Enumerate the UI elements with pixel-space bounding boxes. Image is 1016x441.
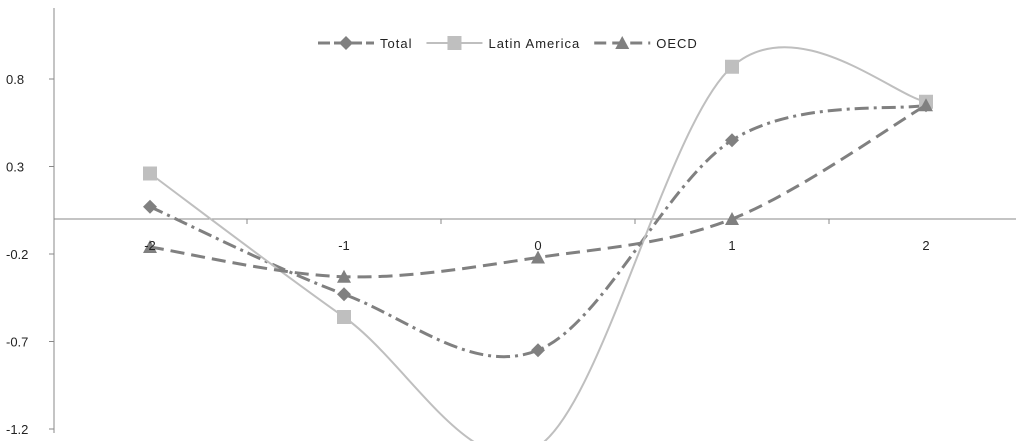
series-latin-america (143, 46, 933, 441)
legend-label-total: Total (380, 36, 412, 51)
series-latin-america-marker (725, 59, 739, 74)
y-axis-labels: 0.8 0.3 -0.2 -0.7 -1.2 (6, 72, 28, 437)
legend-latin-america-marker (447, 36, 462, 50)
y-tick-label: 0.3 (6, 160, 24, 175)
x-tick-label: 2 (922, 238, 929, 253)
series-total (143, 98, 933, 359)
legend-item-total: Total (318, 36, 412, 51)
series-oecd (143, 98, 933, 283)
series-lines (143, 46, 933, 441)
x-axis-labels: -2 -1 0 1 2 (144, 238, 929, 253)
series-line-total (149, 103, 927, 359)
series-total-marker (143, 199, 157, 214)
y-tick-label: -1.2 (6, 422, 28, 437)
series-oecd-marker (919, 98, 933, 112)
legend-item-oecd: OECD (594, 36, 698, 51)
legend-item-latin-america: Latin America (426, 36, 580, 51)
series-oecd-marker (531, 250, 545, 264)
y-tick-label: -0.7 (6, 335, 28, 350)
legend: Total Latin America OECD (318, 36, 698, 51)
series-line-latin-america (149, 46, 927, 441)
x-tick-label: 0 (534, 238, 541, 253)
y-axis-ticks (49, 78, 54, 430)
x-tick-label: -1 (338, 238, 350, 253)
legend-total-marker (339, 36, 353, 50)
y-tick-label: 0.8 (6, 72, 24, 87)
y-tick-label: -0.2 (6, 247, 28, 262)
legend-label-latin-america: Latin America (488, 36, 580, 51)
series-oecd-marker (143, 240, 157, 253)
series-total-marker (725, 133, 739, 148)
x-axis-ticks (246, 219, 830, 224)
legend-label-oecd: OECD (656, 36, 698, 51)
series-latin-america-marker (337, 310, 351, 324)
series-oecd-marker (725, 212, 739, 225)
x-tick-label: -2 (144, 238, 156, 253)
series-oecd-marker (337, 269, 351, 283)
x-tick-label: 1 (728, 238, 735, 253)
legend-oecd-marker (615, 36, 630, 49)
series-latin-america-marker (143, 166, 157, 181)
series-total-marker (337, 287, 351, 302)
series-total-marker (531, 343, 545, 358)
